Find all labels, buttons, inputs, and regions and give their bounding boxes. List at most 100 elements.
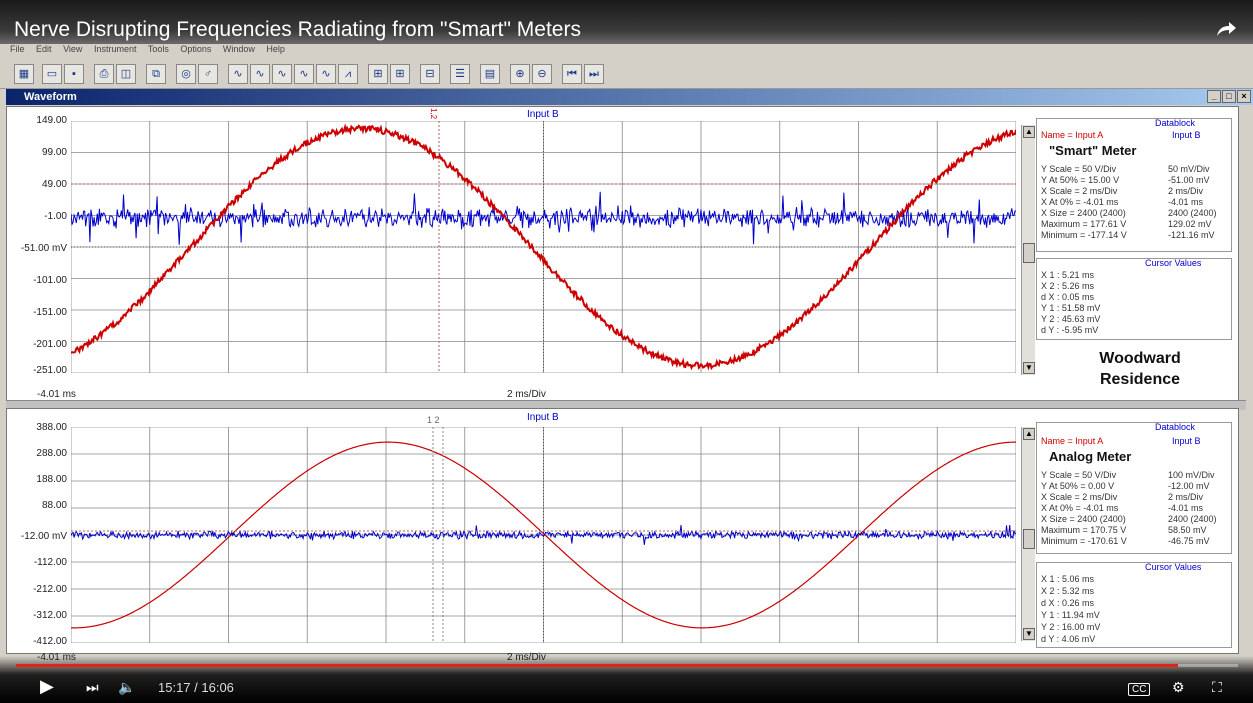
datablock-row: Minimum = -170.61 V [1041, 536, 1127, 546]
scroll-down-icon[interactable]: ▼ [1023, 628, 1035, 640]
toolbar-calc-icon[interactable]: ▤ [480, 64, 500, 84]
toolbar-copy-icon[interactable]: ⧉ [146, 64, 166, 84]
waveform-plot-smart-meter[interactable] [71, 121, 1016, 373]
cursor-label: 1 2 [427, 415, 440, 425]
y-tick-label: -112.00 [33, 557, 67, 568]
toolbar-zoom-out-icon[interactable]: ⊖ [532, 64, 552, 84]
cursor-values-legend: Cursor Values [1145, 562, 1202, 572]
toolbar-probe-icon[interactable]: ♂ [198, 64, 218, 84]
video-progress-fill [16, 664, 1179, 667]
toolbar-cursor-a-icon[interactable]: ⊞ [368, 64, 388, 84]
menu-edit[interactable]: Edit [36, 44, 52, 54]
play-icon[interactable]: ▶ [40, 676, 54, 696]
y-tick-label: 388.00 [36, 422, 67, 433]
datablock-row: Minimum = -177.14 V [1041, 230, 1127, 240]
panel1-scrollbar[interactable]: ▲ ▼ [1021, 125, 1035, 375]
toolbar-cursor-b-icon[interactable]: ⊞ [390, 64, 410, 84]
cursor-row: d X : 0.05 ms [1041, 292, 1095, 302]
toolbar-wave-a-icon[interactable]: ∿ [228, 64, 248, 84]
datablock-legend: Datablock [1155, 422, 1196, 432]
fullscreen-icon[interactable]: ⛶ [1212, 679, 1222, 695]
datablock-row-b: -121.16 mV [1168, 230, 1215, 240]
datablock-analog-meter: Datablock Name = Input A Input B Analog … [1036, 422, 1232, 554]
y-tick-label: 99.00 [41, 147, 67, 158]
cursor-row: d Y : 4.06 mV [1041, 634, 1096, 644]
toolbar-wave-f-icon[interactable]: ⩘ [338, 64, 358, 84]
datablock-row: Y Scale = 50 V/Div [1041, 164, 1117, 174]
second-window-titlebar [6, 400, 1246, 410]
y-tick-label: -1.00 [44, 211, 67, 222]
y-tick-label: -212.00 [33, 584, 67, 595]
panel2-scrollbar[interactable]: ▲ ▼ [1021, 427, 1035, 641]
toolbar-wave-c-icon[interactable]: ∿ [272, 64, 292, 84]
toolbar-camera-icon[interactable]: ◎ [176, 64, 196, 84]
datablock-row-b: 2400 (2400) [1168, 514, 1217, 524]
datablock-row: X Size = 2400 (2400) [1041, 208, 1126, 218]
menu-view[interactable]: View [63, 44, 83, 54]
toolbar-new-icon[interactable]: ▦ [14, 64, 34, 84]
scroll-up-icon[interactable]: ▲ [1023, 428, 1035, 440]
video-progress-bar[interactable] [16, 664, 1238, 667]
toolbar-first-icon[interactable]: ⏮ [562, 64, 582, 84]
minimize-button[interactable]: _ [1207, 90, 1221, 103]
maximize-button[interactable]: □ [1222, 90, 1236, 103]
volume-icon[interactable]: 🔈 [118, 679, 136, 695]
y-tick-label: -312.00 [33, 610, 67, 621]
close-button[interactable]: × [1237, 90, 1251, 103]
toolbar-grid-icon[interactable]: ⊟ [420, 64, 440, 84]
menu-file[interactable]: File [10, 44, 25, 54]
menu-options[interactable]: Options [180, 44, 212, 54]
captions-icon[interactable]: CC [1128, 683, 1151, 696]
datablock-row: X At 0% = -4.01 ms [1041, 503, 1119, 513]
settings-icon[interactable]: ⚙ [1172, 679, 1185, 695]
datablock-row-b: 129.02 mV [1168, 219, 1212, 229]
y-tick-label: -151.00 [33, 307, 67, 318]
datablock-row-b: 50 mV/Div [1168, 164, 1210, 174]
cursor-row: X 2 : 5.26 ms [1041, 281, 1095, 291]
toolbar-open-icon[interactable]: ▭ [42, 64, 62, 84]
datablock-row: Y At 50% = 0.00 V [1041, 481, 1115, 491]
menu-instrument[interactable]: Instrument [93, 44, 137, 54]
input-a-trace [71, 441, 1016, 629]
datablock-input-b: Input B [1172, 436, 1201, 446]
waveform-plot-analog-meter[interactable] [71, 427, 1016, 643]
residence-caption: Woodward Residence [1050, 348, 1230, 390]
share-icon[interactable] [1215, 20, 1237, 38]
y-tick-label: 88.00 [41, 500, 67, 511]
x-scale-label: 2 ms/Div [507, 389, 546, 400]
cursor-row: X 1 : 5.06 ms [1041, 574, 1095, 584]
input-b-trace [71, 191, 1016, 245]
toolbar-print-icon[interactable]: ⎙ [94, 64, 114, 84]
cursor-row: Y 2 : 45.63 mV [1041, 314, 1101, 324]
input-b-label: Input B [527, 412, 559, 423]
y-tick-label: 49.00 [41, 179, 67, 190]
toolbar-zoom-in-icon[interactable]: ⊕ [510, 64, 530, 84]
cursor-values-analog-meter: Cursor Values X 1 : 5.06 ms X 2 : 5.32 m… [1036, 562, 1232, 648]
y-tick-label: -201.00 [33, 339, 67, 350]
next-icon[interactable]: ⏭ [86, 679, 99, 695]
video-controls: ▶ ⏭ 🔈 15:17 / 16:06 CC ⚙ ⛶ [0, 656, 1253, 703]
toolbar-preview-icon[interactable]: ◫ [116, 64, 136, 84]
y-tick-label: 188.00 [36, 474, 67, 485]
toolbar-wave-b-icon[interactable]: ∿ [250, 64, 270, 84]
scroll-down-icon[interactable]: ▼ [1023, 362, 1035, 374]
cursor-row: Y 1 : 51.58 mV [1041, 303, 1101, 313]
video-title: Nerve Disrupting Frequencies Radiating f… [14, 18, 581, 41]
y-tick-label: -51.00 mV [20, 243, 67, 254]
toolbar-wave-e-icon[interactable]: ∿ [316, 64, 336, 84]
menu-help[interactable]: Help [266, 44, 285, 54]
toolbar-table-icon[interactable]: ☰ [450, 64, 470, 84]
toolbar-last-icon[interactable]: ⏭ [584, 64, 604, 84]
scroll-thumb[interactable] [1023, 529, 1035, 549]
toolbar: ▦ ▭ ▪ ⎙ ◫ ⧉ ◎ ♂ ∿ ∿ ∿ ∿ ∿ ⩘ ⊞ ⊞ ⊟ ☰ ▤ ⊕ … [0, 60, 1253, 89]
menu-tools[interactable]: Tools [147, 44, 169, 54]
toolbar-wave-d-icon[interactable]: ∿ [294, 64, 314, 84]
input-a-trace [71, 123, 1016, 371]
scroll-thumb[interactable] [1023, 243, 1035, 263]
datablock-row-b: 100 mV/Div [1168, 470, 1215, 480]
residence-line: Residence [1099, 371, 1181, 388]
scroll-up-icon[interactable]: ▲ [1023, 126, 1035, 138]
menu-window[interactable]: Window [222, 44, 255, 54]
toolbar-save-icon[interactable]: ▪ [64, 64, 84, 84]
datablock-row-b: 2400 (2400) [1168, 208, 1217, 218]
